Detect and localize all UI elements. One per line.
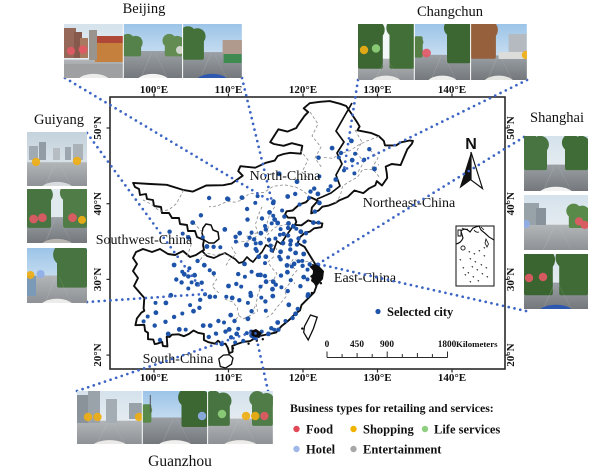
svg-text:20°N: 20°N	[92, 343, 104, 366]
svg-text:100°E: 100°E	[140, 372, 168, 384]
svg-text:100°E: 100°E	[140, 84, 168, 96]
svg-text:Kilometers: Kilometers	[456, 339, 498, 349]
svg-text:110°E: 110°E	[215, 84, 243, 96]
svg-text:30°N: 30°N	[92, 268, 104, 291]
svg-text:Guanzhou: Guanzhou	[148, 453, 212, 470]
svg-text:120°E: 120°E	[289, 84, 317, 96]
svg-text:Hotel: Hotel	[306, 443, 336, 457]
svg-text:50°N: 50°N	[505, 116, 517, 139]
svg-text:140°E: 140°E	[438, 372, 466, 384]
svg-text:South-China: South-China	[143, 352, 215, 367]
svg-text:Selected city: Selected city	[387, 305, 454, 319]
svg-text:0: 0	[325, 340, 330, 350]
svg-text:40°N: 40°N	[505, 192, 517, 215]
svg-text:900: 900	[380, 340, 394, 350]
svg-text:Shanghai: Shanghai	[530, 110, 584, 126]
svg-text:Food: Food	[306, 423, 333, 437]
svg-text:East-China: East-China	[334, 271, 397, 286]
svg-text:Changchun: Changchun	[417, 4, 484, 20]
svg-text:N: N	[465, 136, 477, 153]
svg-text:1800: 1800	[438, 340, 457, 350]
svg-text:Entertainment: Entertainment	[363, 443, 442, 457]
svg-text:130°E: 130°E	[363, 84, 391, 96]
svg-text:Beijing: Beijing	[123, 1, 166, 17]
svg-text:30°N: 30°N	[505, 268, 517, 291]
svg-text:140°E: 140°E	[438, 84, 466, 96]
svg-text:Southwest-China: Southwest-China	[96, 233, 193, 248]
svg-text:Business types for retailing a: Business types for retailing and service…	[290, 401, 494, 415]
svg-text:50°N: 50°N	[92, 116, 104, 139]
svg-text:130°E: 130°E	[363, 372, 391, 384]
svg-text:North-China: North-China	[250, 169, 322, 184]
svg-text:20°N: 20°N	[505, 343, 517, 366]
svg-text:120°E: 120°E	[289, 372, 317, 384]
svg-text:110°E: 110°E	[215, 372, 243, 384]
svg-text:Life services: Life services	[434, 423, 500, 437]
svg-text:40°N: 40°N	[92, 192, 104, 215]
svg-text:Shopping: Shopping	[363, 423, 414, 437]
svg-text:Northeast-China: Northeast-China	[363, 196, 456, 211]
svg-text:450: 450	[350, 340, 364, 350]
svg-text:Guiyang: Guiyang	[34, 112, 84, 128]
